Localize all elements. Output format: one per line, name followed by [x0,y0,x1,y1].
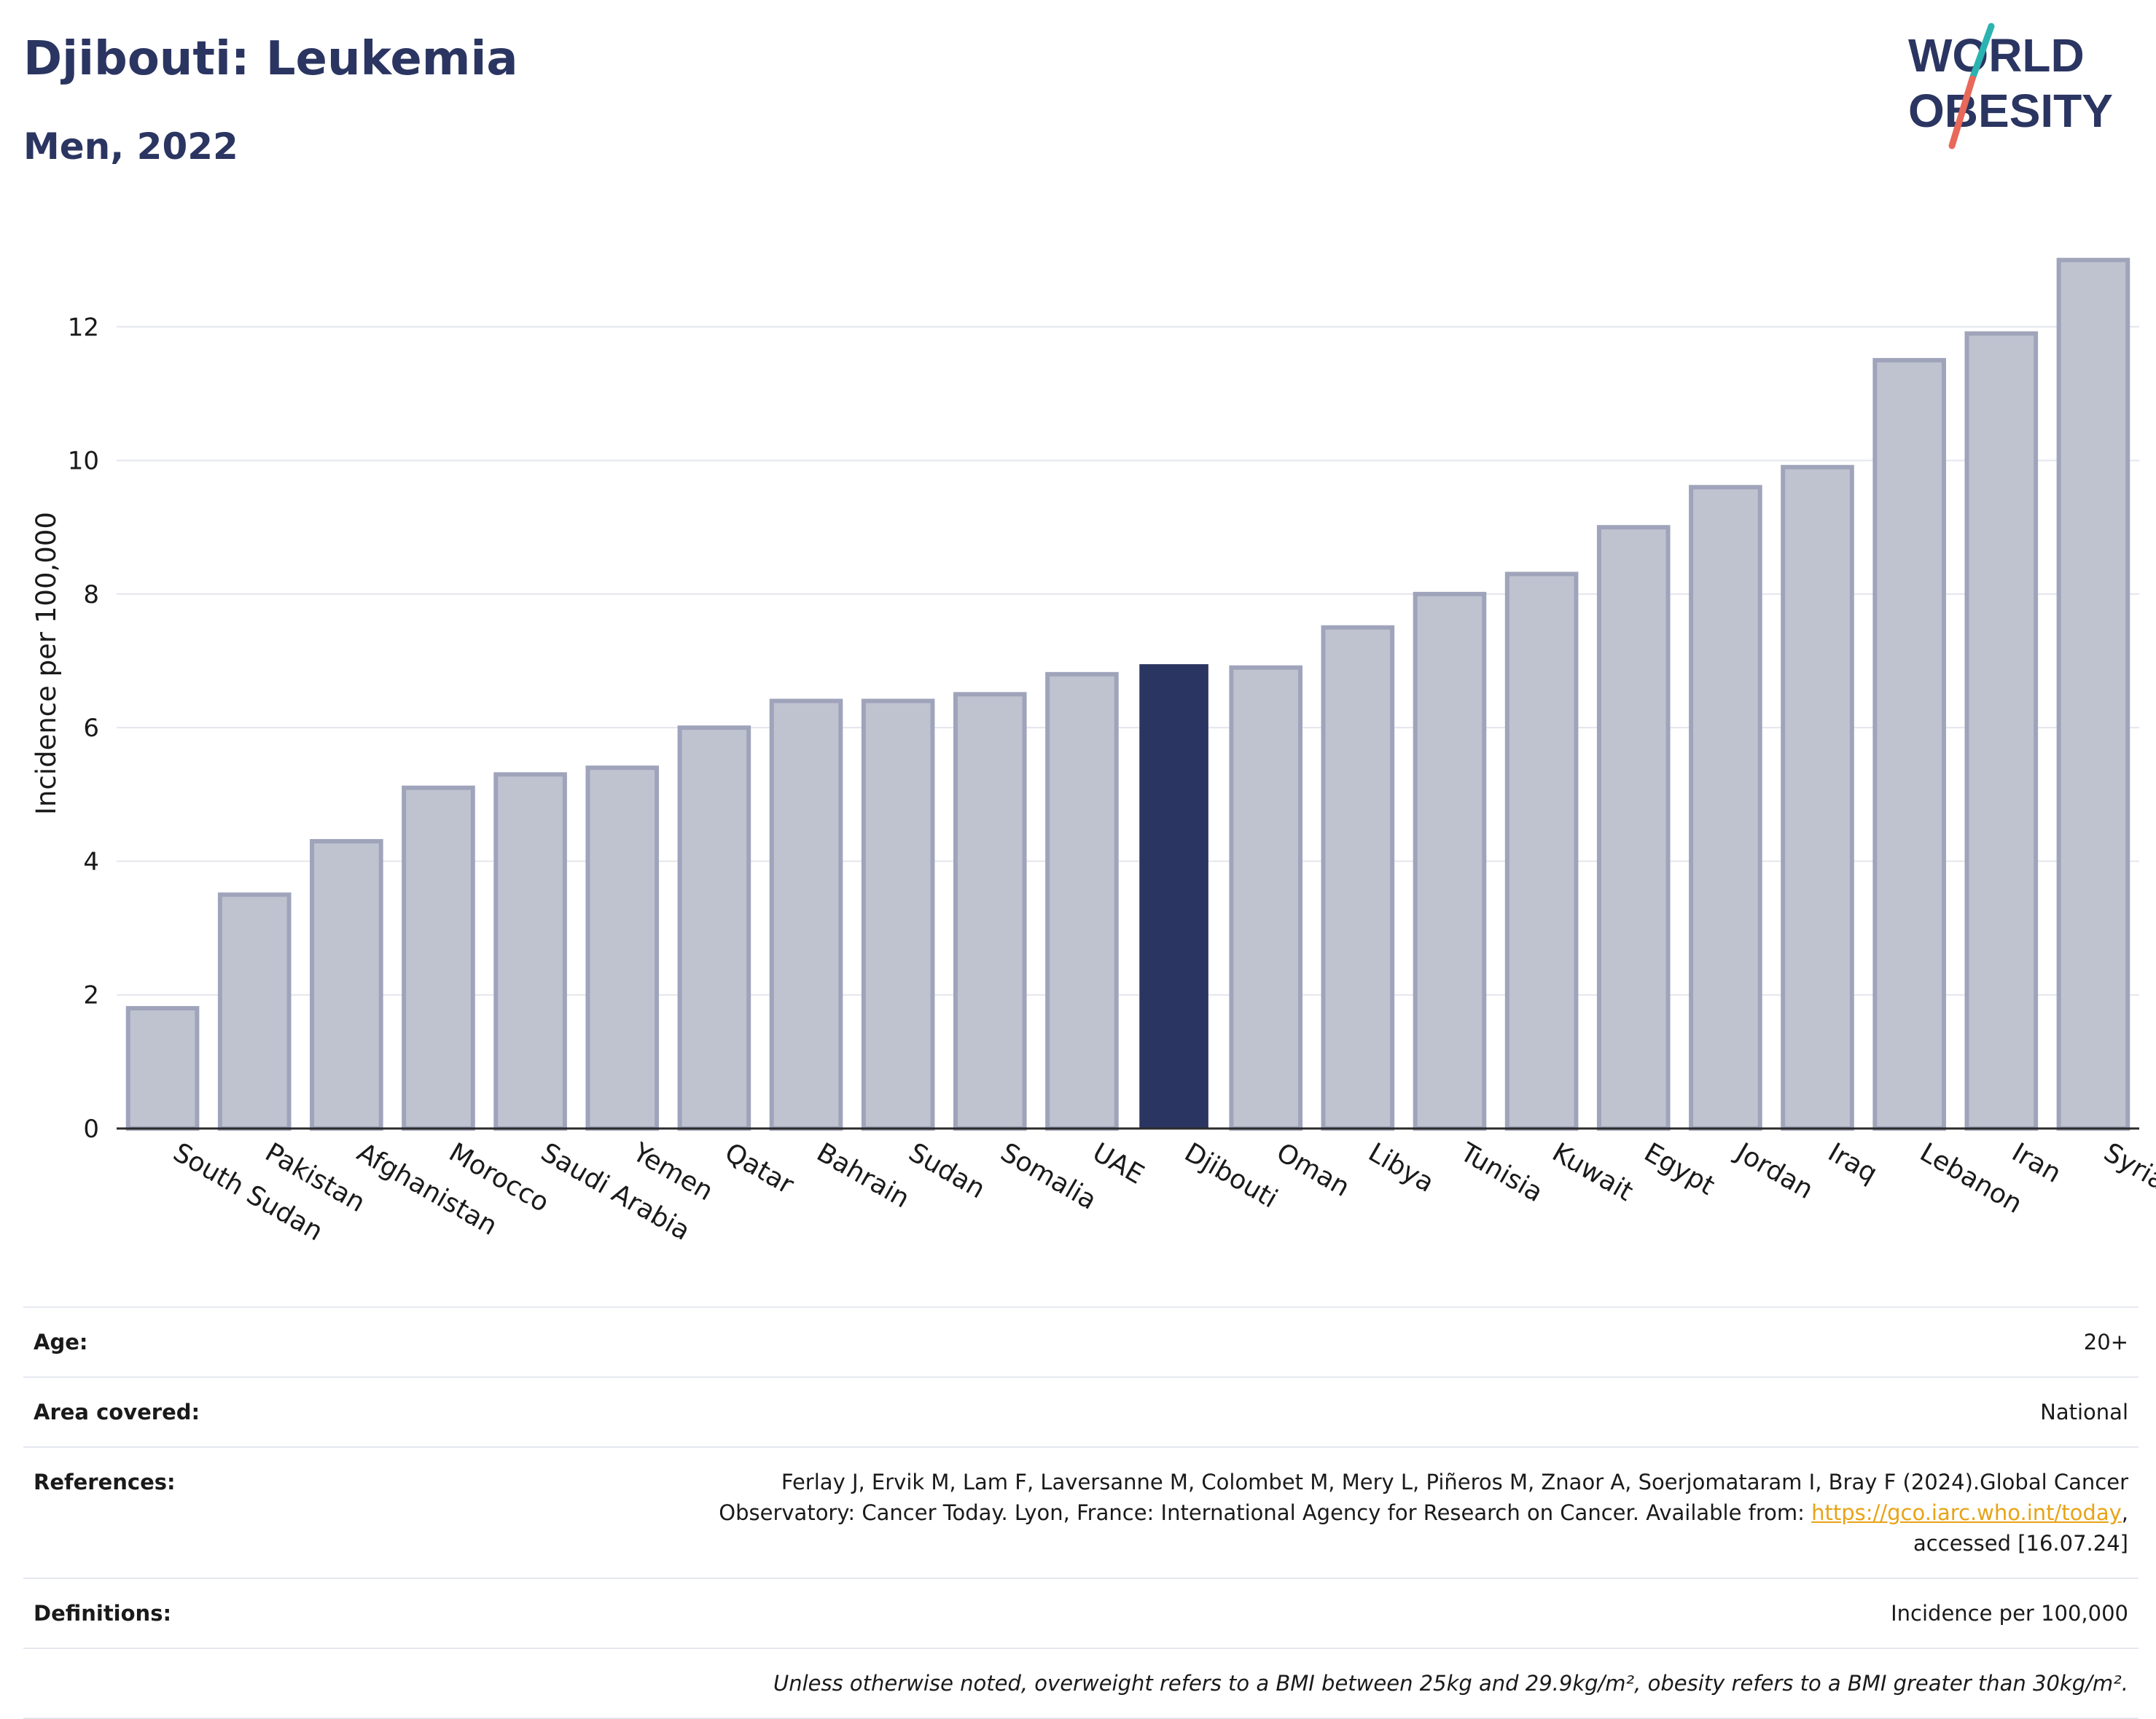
info-row-references: References: Ferlay J, Ervik M, Lam F, La… [23,1447,2139,1578]
bar-somalia[interactable] [953,692,1027,1131]
note-label-empty [23,1648,335,1718]
x-tick-label: Djibouti [1179,1137,1282,1214]
references-label: References: [34,1470,176,1494]
age-label: Age: [34,1330,88,1354]
y-tick-label: 0 [83,1115,99,1144]
bar-sudan[interactable] [861,698,935,1131]
bar-uae[interactable] [1045,671,1119,1131]
x-tick-label: Sudan [904,1137,991,1204]
y-axis-label: Incidence per 100,000 [31,512,62,815]
info-table: Age: 20+ Area covered: National Referenc… [23,1306,2139,1719]
bar-libya[interactable] [1321,625,1395,1131]
info-row-definitions: Definitions: Incidence per 100,000 [23,1578,2139,1648]
bar-syria[interactable] [2056,257,2130,1131]
bar-oman[interactable] [1229,665,1303,1131]
definitions-value: Incidence per 100,000 [1891,1601,2128,1626]
references-line-1: Ferlay J, Ervik M, Lam F, Laversanne M, … [781,1470,2128,1494]
bar-kuwait[interactable] [1504,572,1579,1131]
bar-lebanon[interactable] [1872,358,1946,1131]
bar-iraq[interactable] [1781,464,1854,1131]
bar-layer [125,257,2130,1131]
y-tick-label: 8 [83,580,99,609]
x-tick-label: Iraq [1823,1137,1882,1189]
x-tick-label: Egypt [1639,1137,1719,1201]
bar-djibouti[interactable] [1139,664,1208,1129]
logo-slash-top [1969,23,1995,82]
references-link[interactable]: https://gco.iarc.who.int/today [1811,1500,2122,1525]
bar-pakistan[interactable] [217,892,292,1131]
references-line-2: Observatory: Cancer Today. Lyon, France:… [719,1500,1812,1525]
age-value: 20+ [2083,1330,2128,1354]
x-tick-label: Tunisia [1455,1137,1548,1208]
references-line-3: accessed [16.07.24] [1913,1531,2128,1556]
x-tick-label: Lebanon [1915,1137,2027,1220]
logo-line-1: WORLD [1908,29,2085,82]
x-tick-label: Kuwait [1547,1137,1639,1207]
bar-tunisia[interactable] [1413,591,1487,1131]
chart-title: Djibouti: Leukemia [23,32,518,86]
y-tick-label: 10 [68,447,99,476]
chart-subtitle: Men, 2022 [23,125,238,168]
bar-iran[interactable] [1964,331,2039,1131]
bar-saudi-arabia[interactable] [493,772,567,1131]
definition-note: Unless otherwise noted, overweight refer… [773,1671,2128,1696]
x-tick-label: Syria [2098,1137,2156,1196]
bar-egypt[interactable] [1596,525,1671,1131]
x-tick-label: UAE [1087,1137,1149,1190]
bar-morocco[interactable] [402,785,475,1131]
world-obesity-logo: WORLD OBESITY [1908,23,2113,149]
logo-line-2: OBESITY [1908,85,2113,137]
logo-slash-bottom [1948,75,1976,149]
bar-yemen[interactable] [585,765,660,1131]
y-tick-label: 2 [83,981,99,1010]
info-row-note: Unless otherwise noted, overweight refer… [23,1648,2139,1718]
area-label: Area covered: [34,1400,200,1424]
x-tick-label: Iran [2007,1137,2066,1189]
bar-afghanistan[interactable] [310,838,383,1131]
x-tick-label: Oman [1271,1137,1354,1203]
y-tick-label: 6 [83,714,99,743]
x-tick-label: Bahrain [812,1137,915,1214]
x-tick-label: Somalia [996,1137,1101,1216]
info-row-age: Age: 20+ [23,1307,2139,1377]
bar-jordan[interactable] [1689,485,1762,1131]
info-row-area: Area covered: National [23,1377,2139,1447]
bar-south-sudan[interactable] [125,1006,200,1131]
definitions-label: Definitions: [34,1601,172,1626]
area-value: National [2040,1400,2128,1424]
bar-bahrain[interactable] [769,698,843,1131]
references-line-2-end: , [2121,1500,2128,1525]
bar-qatar[interactable] [677,725,751,1131]
x-tick-label: Jordan [1730,1137,1818,1205]
references-value: Ferlay J, Ervik M, Lam F, Laversanne M, … [335,1447,2139,1578]
x-tick-label: Qatar [719,1137,798,1200]
x-tick-label: Libya [1363,1137,1439,1198]
y-tick-label: 12 [68,313,99,342]
y-tick-label: 4 [83,847,99,876]
